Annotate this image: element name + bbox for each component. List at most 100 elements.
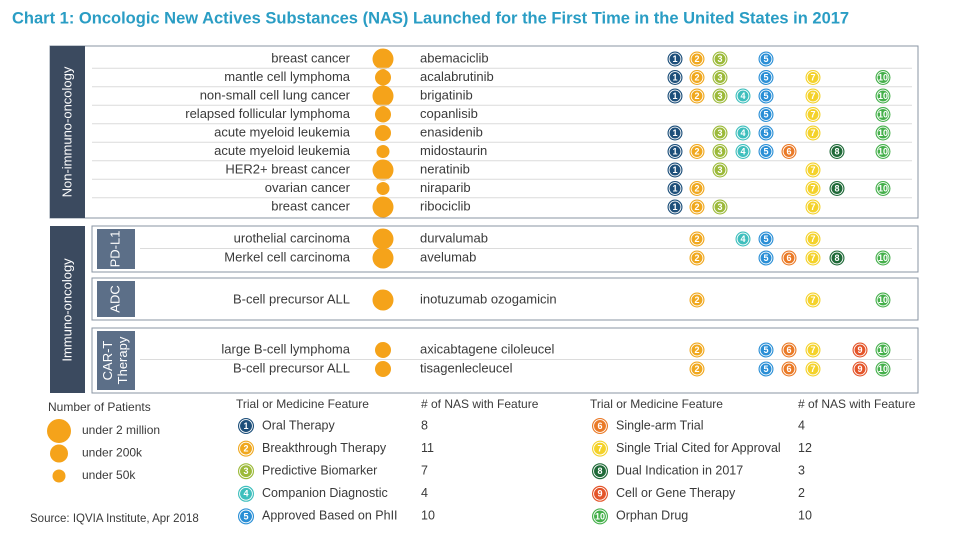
feature-number: 4 <box>243 489 248 499</box>
legend-feature-count: 10 <box>421 509 435 523</box>
feature-badge <box>689 70 705 85</box>
feature-number: 7 <box>597 443 602 453</box>
feature-number: 7 <box>810 91 815 101</box>
feature-badge-ring <box>853 362 867 376</box>
feature-badge-ring <box>806 293 820 307</box>
feature-badge <box>592 485 608 502</box>
feature-number: 1 <box>672 165 677 175</box>
feature-badge-ring <box>713 163 727 177</box>
feature-number: 10 <box>878 72 888 82</box>
drug: acalabrutinib <box>420 69 494 84</box>
feature-badge <box>758 361 774 377</box>
feature-badge-ring <box>876 293 890 307</box>
feature-badge-ring <box>593 509 607 524</box>
feature-badge <box>829 250 845 266</box>
feature-badge-ring <box>806 343 820 357</box>
feature-badge <box>689 292 705 308</box>
feature-number: 2 <box>694 253 699 263</box>
feature-number: 7 <box>810 253 815 263</box>
feature-badge-ring <box>806 89 820 103</box>
feature-number: 3 <box>717 202 722 212</box>
feature-badge-ring <box>759 89 773 103</box>
feature-badge <box>238 440 254 457</box>
feature-badge <box>875 70 891 85</box>
indication: large B-cell lymphoma <box>221 341 350 356</box>
group-box <box>91 277 919 321</box>
feature-badge <box>758 51 774 67</box>
legend-size-label: under 200k <box>82 446 143 460</box>
legend-header: Trial or Medicine Feature <box>590 397 723 411</box>
feature-badge-ring <box>239 509 253 524</box>
feature-number: 3 <box>717 128 722 138</box>
patient-size <box>372 247 394 269</box>
feature-number: 4 <box>740 128 745 138</box>
patient-size <box>372 228 394 250</box>
feature-badge-ring <box>668 200 682 214</box>
feature-badge-ring <box>593 441 607 456</box>
feature-badge-ring <box>806 182 820 195</box>
feature-badge <box>781 342 797 358</box>
feature-badge-ring <box>736 126 750 140</box>
feature-badge <box>805 292 821 308</box>
feature-badge <box>712 199 728 215</box>
feature-number: 7 <box>810 234 815 244</box>
feature-badge <box>667 51 683 67</box>
feature-badge <box>592 508 608 525</box>
drug: copanlisib <box>420 106 478 121</box>
feature-badge <box>238 508 254 525</box>
feature-number: 10 <box>878 253 888 263</box>
feature-badge-ring <box>239 419 253 433</box>
section-label-bar <box>50 46 85 218</box>
feature-number: 1 <box>672 202 677 212</box>
feature-badge <box>712 125 728 141</box>
feature-number: 5 <box>763 345 768 355</box>
section-label-bar <box>50 226 85 393</box>
feature-badge-ring <box>830 145 844 158</box>
feature-badge-ring <box>690 251 704 265</box>
feature-badge <box>689 88 705 104</box>
feature-number: 10 <box>595 511 605 521</box>
legend-feature-count: 4 <box>421 486 428 500</box>
patient-size <box>375 342 391 358</box>
feature-number: 9 <box>857 364 862 374</box>
feature-number: 9 <box>597 489 602 499</box>
feature-number: 5 <box>763 146 768 156</box>
legend-feature-count: 12 <box>798 441 812 455</box>
indication: breast cancer <box>271 198 350 213</box>
drug: tisagenlecleucel <box>420 360 513 375</box>
feature-badge <box>712 162 728 178</box>
patient-size <box>372 48 394 70</box>
feature-badge <box>829 181 845 196</box>
feature-badge-ring <box>713 89 727 103</box>
section-label: Non-immuno-oncology <box>59 66 74 197</box>
legend-feature-label: Dual Indication in 2017 <box>616 463 743 477</box>
feature-badge <box>238 418 254 434</box>
drug: axicabtagene ciloleucel <box>420 341 555 356</box>
feature-badge-ring <box>736 89 750 103</box>
feature-badge <box>712 70 728 85</box>
feature-number: 2 <box>694 364 699 374</box>
feature-badge-ring <box>806 232 820 246</box>
section-label: Immuno-oncology <box>59 258 74 362</box>
drug: enasidenib <box>420 124 483 139</box>
feature-number: 10 <box>878 109 888 119</box>
feature-badge <box>805 125 821 141</box>
feature-badge-ring <box>806 251 820 265</box>
drug: inotuzumab ozogamicin <box>420 291 557 306</box>
feature-number: 6 <box>786 253 791 263</box>
group-label-bar <box>97 281 135 317</box>
group-label-bar <box>97 331 135 390</box>
legend-feature-count: 4 <box>798 418 805 432</box>
feature-number: 5 <box>763 72 768 82</box>
feature-badge-ring <box>690 52 704 66</box>
legend-feature-count: 10 <box>798 509 812 523</box>
feature-badge-ring <box>876 71 890 84</box>
feature-number: 8 <box>834 146 839 156</box>
feature-badge <box>592 440 608 457</box>
indication: non-small cell lung cancer <box>200 87 351 102</box>
drug: avelumab <box>420 249 476 264</box>
feature-badge <box>758 342 774 358</box>
feature-badge <box>689 181 705 196</box>
feature-number: 10 <box>878 295 888 305</box>
feature-number: 3 <box>243 466 248 476</box>
